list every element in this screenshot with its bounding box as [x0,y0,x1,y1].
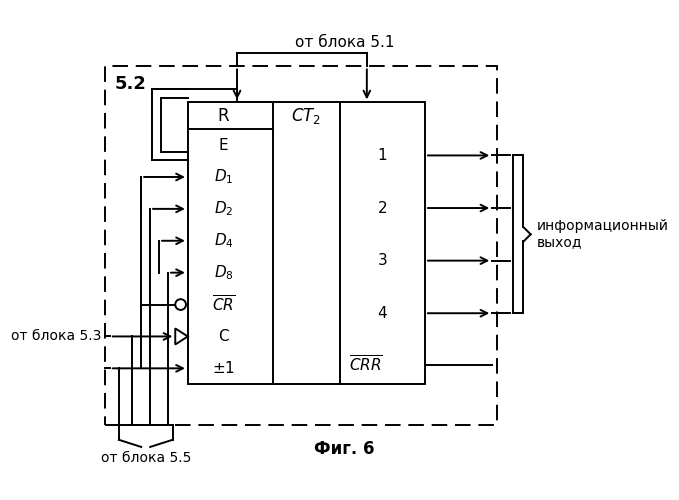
Text: от блока 5.5: от блока 5.5 [100,450,191,464]
Text: $D_1$: $D_1$ [214,168,234,186]
Text: C: C [218,329,229,344]
Text: Фиг. 6: Фиг. 6 [314,440,375,458]
Text: $\overline{CR}$: $\overline{CR}$ [212,294,235,314]
Circle shape [175,299,186,310]
Text: E: E [219,138,228,152]
Text: от блока 5.3: от блока 5.3 [11,330,101,344]
Text: $D_2$: $D_2$ [214,200,234,218]
Text: 1: 1 [378,148,387,163]
Text: $\overline{CRR}$: $\overline{CRR}$ [349,354,383,374]
Text: 2: 2 [378,200,387,216]
Text: 5.2: 5.2 [114,76,146,94]
Text: $D_4$: $D_4$ [214,232,234,250]
Text: $\pm 1$: $\pm 1$ [212,360,235,376]
Text: от блока 5.1: от блока 5.1 [295,35,394,50]
Text: $D_8$: $D_8$ [214,264,234,282]
Polygon shape [175,328,188,344]
Text: $CT_2$: $CT_2$ [291,106,321,126]
Text: информационный
выход: информационный выход [537,219,669,250]
Text: 4: 4 [378,306,387,320]
Text: 3: 3 [378,253,388,268]
Bar [188,102,425,384]
Bar [105,66,496,424]
Text: R: R [218,106,230,124]
